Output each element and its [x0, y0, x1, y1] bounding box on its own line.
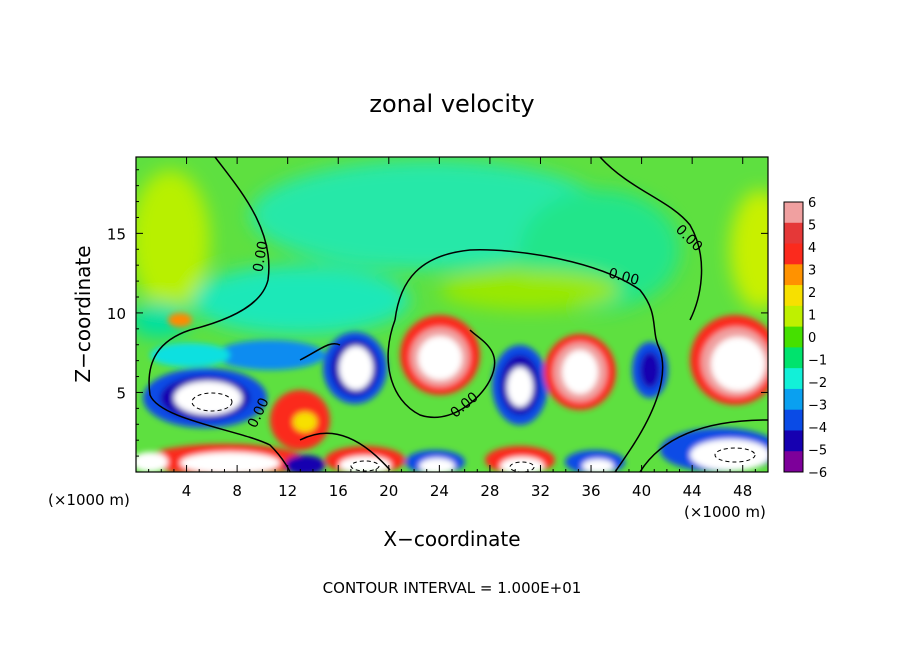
- colorbar-label: −4: [808, 421, 827, 436]
- y-axis: 5 10 15: [107, 169, 768, 457]
- colorbar-label: −2: [808, 376, 827, 391]
- contour-interval-note: CONTOUR INTERVAL = 1.000E+01: [323, 579, 582, 597]
- x-tick-label: 44: [683, 482, 702, 500]
- colorbar-label: −3: [808, 399, 827, 414]
- x-tick-label: 28: [480, 482, 499, 500]
- x-tick-label: 24: [430, 482, 449, 500]
- colorbar-swatch: [784, 326, 803, 348]
- colorbar-swatch: [784, 202, 803, 224]
- colorbar-swatch: [784, 388, 803, 411]
- colorbar-label: 3: [808, 264, 816, 279]
- colorbar-label: 2: [808, 286, 816, 301]
- x-axis: 4 8 12 16 20 24 28 32 36 40 44 48: [148, 157, 756, 500]
- y-axis-label: Z−coordinate: [71, 245, 95, 382]
- colorbar-label: −5: [808, 444, 827, 459]
- colorbar-label: 0: [808, 331, 816, 346]
- x-unit-right: (×1000 m): [684, 503, 766, 521]
- x-tick-label: 40: [632, 482, 651, 500]
- x-tick-label: 12: [278, 482, 297, 500]
- colorbar-swatch: [784, 451, 803, 473]
- x-tick-label: 32: [531, 482, 550, 500]
- colorbar-swatch: [784, 368, 803, 390]
- colorbar-swatch: [784, 222, 803, 245]
- colorbar-swatch: [784, 243, 803, 265]
- x-tick-label: 4: [182, 482, 192, 500]
- colorbar: 6 5 4 3 2 1 0 −1 −2 −3 −4 −5 −6: [783, 196, 827, 481]
- x-axis-label: X−coordinate: [383, 527, 520, 551]
- colorbar-swatch: [784, 347, 803, 369]
- x-unit-left: (×1000 m): [48, 491, 130, 509]
- chart-title: zonal velocity: [369, 90, 534, 118]
- colorbar-label: 1: [808, 309, 816, 324]
- colorbar-frame: [783, 201, 804, 473]
- velocity-field: [136, 157, 768, 472]
- colorbar-swatch: [784, 264, 803, 286]
- y-tick-label: 5: [116, 384, 126, 402]
- colorbar-swatch: [784, 285, 803, 307]
- x-tick-label: 8: [232, 482, 242, 500]
- contour-label: 0.00: [250, 240, 271, 273]
- x-tick-label: 36: [581, 482, 600, 500]
- y-tick-label: 15: [107, 225, 126, 243]
- y-tick-label: 10: [107, 305, 126, 323]
- colorbar-label: −1: [808, 354, 827, 369]
- colorbar-swatch: [784, 409, 803, 431]
- colorbar-swatch: [784, 430, 803, 452]
- contour-label: 0.00: [607, 265, 641, 289]
- colorbar-label: 4: [808, 241, 816, 256]
- colorbar-label: 6: [808, 196, 816, 211]
- colorbar-swatch: [784, 305, 803, 328]
- x-tick-label: 16: [329, 482, 348, 500]
- colorbar-label: 5: [808, 219, 816, 234]
- x-tick-label: 20: [379, 482, 398, 500]
- x-tick-label: 48: [733, 482, 752, 500]
- colorbar-label: −6: [808, 466, 827, 481]
